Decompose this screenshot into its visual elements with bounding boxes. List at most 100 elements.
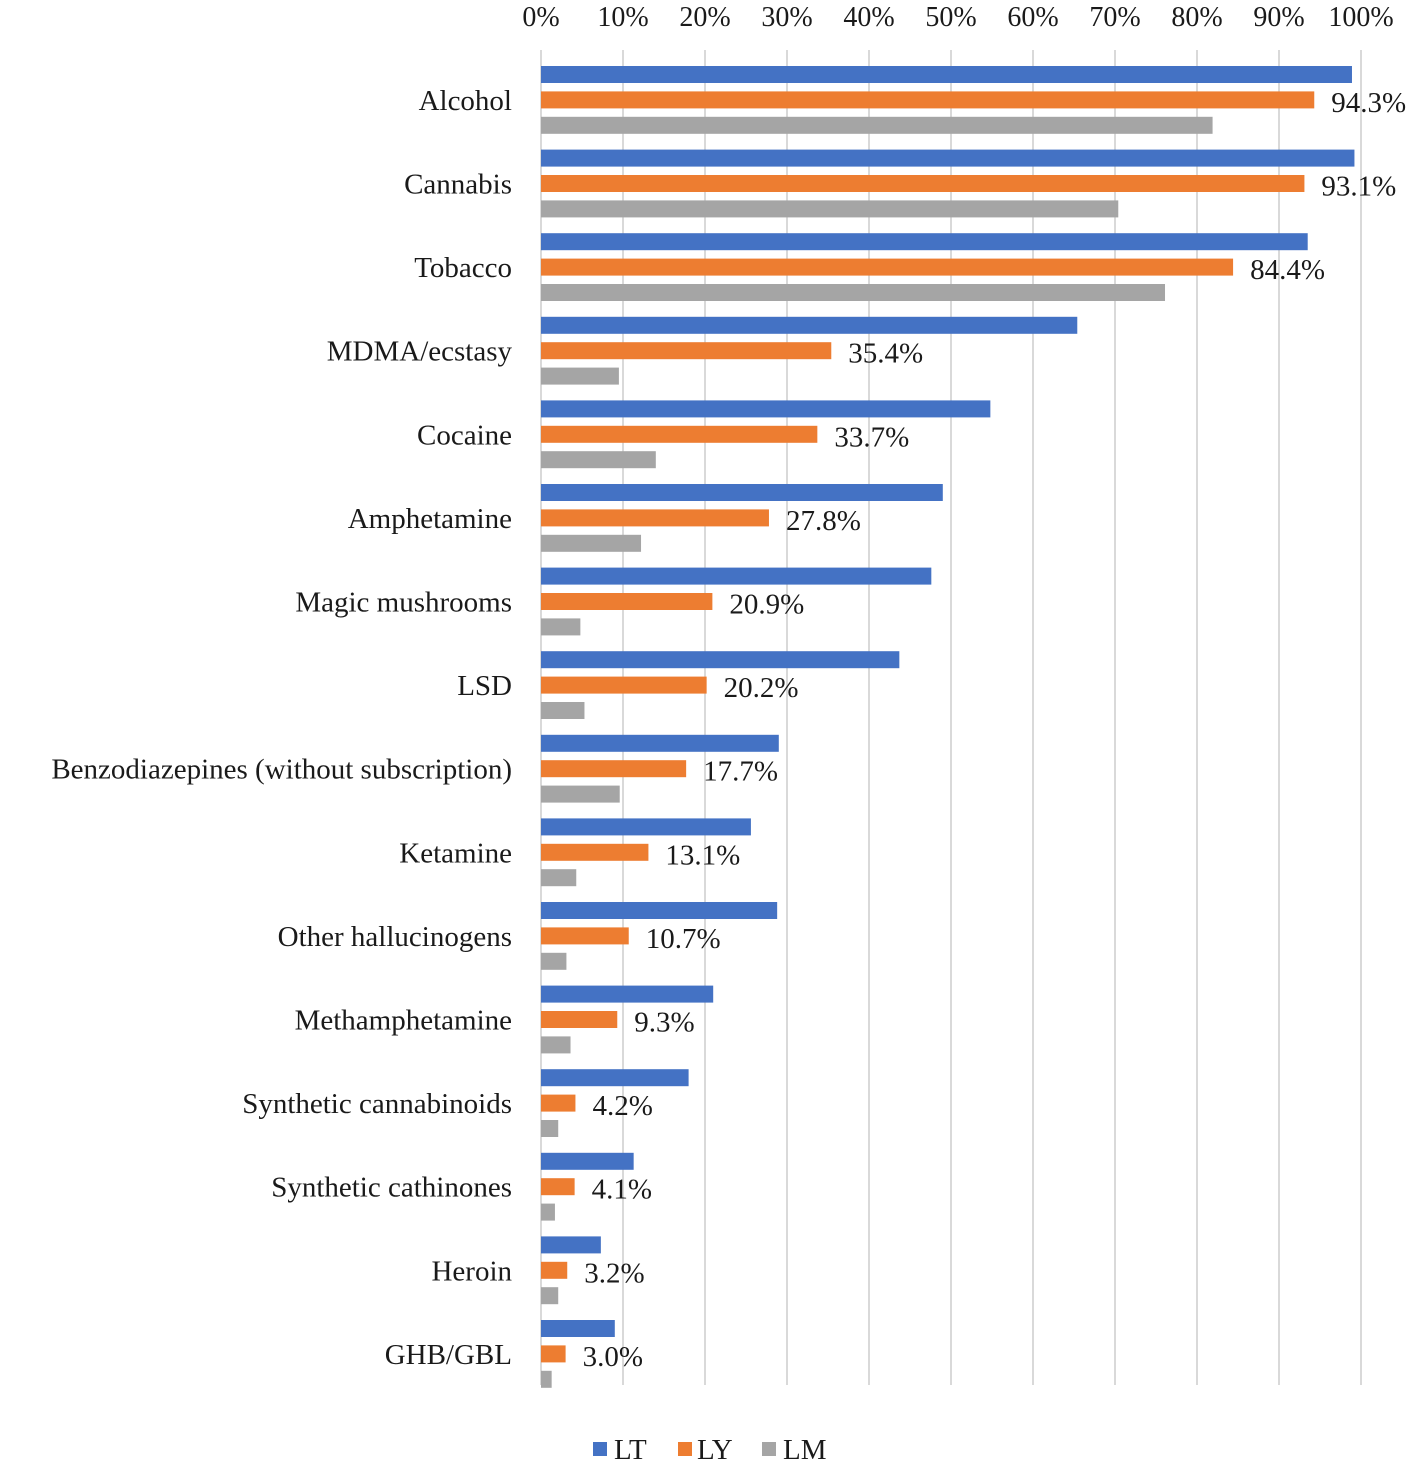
- bar-lt: [541, 484, 943, 501]
- bar-lm: [541, 451, 656, 469]
- bar-lm: [541, 284, 1166, 301]
- data-label-ly: 94.3%: [1331, 87, 1406, 119]
- bar-lt: [541, 66, 1352, 83]
- data-label-ly: 27.8%: [786, 505, 861, 537]
- data-label-ly: 13.1%: [665, 839, 740, 871]
- category-label: Amphetamine: [348, 503, 512, 535]
- bar-lt: [541, 1320, 615, 1337]
- legend-label-lt: LT: [614, 1434, 647, 1462]
- bar-lt: [541, 985, 714, 1003]
- legend-swatch-lm: [762, 1442, 776, 1456]
- category-label: Synthetic cathinones: [271, 1172, 512, 1204]
- bar-lt: [541, 1152, 634, 1170]
- bar-lt: [541, 902, 778, 919]
- bar-ly: [541, 593, 713, 610]
- category-label: Alcohol: [419, 85, 512, 117]
- bar-ly: [541, 91, 1315, 109]
- x-tick-label: 70%: [1089, 2, 1140, 33]
- x-axis-tick-labels: 0% 10% 20% 30% 40% 50% 60% 70% 80% 90% 100%: [522, 2, 1393, 33]
- bar-lm: [541, 1287, 559, 1305]
- bar-ly: [541, 676, 707, 694]
- category-label: Other hallucinogens: [278, 921, 512, 953]
- bar-lm: [541, 952, 567, 970]
- x-tick-label: 100%: [1328, 2, 1393, 33]
- bars: [541, 66, 1355, 1388]
- category-label: MDMA/ecstasy: [327, 336, 513, 368]
- category-label: Synthetic cannabinoids: [242, 1088, 512, 1120]
- bar-lt: [541, 233, 1308, 251]
- category-label: GHB/GBL: [385, 1339, 512, 1371]
- bar-lm: [541, 116, 1213, 134]
- data-label-ly: 93.1%: [1321, 171, 1396, 203]
- bar-lm: [541, 1120, 559, 1137]
- bar-lm: [541, 869, 577, 887]
- category-label: Methamphetamine: [295, 1005, 512, 1037]
- gridlines: [540, 50, 1362, 1385]
- bar-ly: [541, 927, 629, 945]
- category-labels: Alcohol Cannabis Tobacco MDMA/ecstasy Cocain…: [51, 85, 512, 1371]
- bar-lt: [541, 651, 900, 669]
- bar-ly: [541, 1094, 576, 1112]
- category-label: Cannabis: [404, 169, 512, 201]
- bar-ly: [541, 258, 1234, 276]
- category-label: Magic mushrooms: [295, 587, 512, 619]
- x-tick-label: 30%: [761, 2, 812, 33]
- category-label: Ketamine: [399, 837, 512, 869]
- data-label-ly: 35.4%: [848, 338, 923, 370]
- bar-ly: [541, 1261, 568, 1279]
- data-label-ly: 3.2%: [584, 1257, 644, 1289]
- bar-ly: [541, 1011, 618, 1028]
- x-tick-label: 80%: [1171, 2, 1222, 33]
- x-tick-label: 0%: [522, 2, 559, 33]
- x-tick-label: 20%: [679, 2, 730, 33]
- legend: LT LY LM: [593, 1434, 827, 1462]
- legend-swatch-ly: [678, 1442, 692, 1456]
- bar-lm: [541, 367, 619, 385]
- bar-ly: [541, 509, 769, 527]
- category-label: Cocaine: [417, 419, 512, 451]
- bar-lt: [541, 316, 1078, 334]
- bar-lm: [541, 1203, 555, 1221]
- data-labels: 94.3% 93.1% 84.4% 35.4% 33.7% 27.8% 20.9% 20.2%…: [583, 87, 1407, 1373]
- data-label-ly: 4.1%: [592, 1174, 652, 1206]
- data-label-ly: 20.2%: [724, 672, 799, 704]
- data-label-ly: 4.2%: [592, 1090, 652, 1122]
- bar-lt: [541, 400, 991, 418]
- bar-ly: [541, 175, 1305, 192]
- bar-ly: [541, 1178, 575, 1196]
- bar-lm: [541, 1370, 552, 1388]
- data-label-ly: 9.3%: [634, 1007, 694, 1039]
- bar-lm: [541, 534, 642, 552]
- bar-lt: [541, 567, 932, 585]
- bar-lt: [541, 734, 779, 752]
- data-label-ly: 17.7%: [703, 756, 778, 788]
- bar-lm: [541, 618, 581, 636]
- data-label-ly: 3.0%: [583, 1341, 643, 1373]
- bar-lm: [541, 1036, 571, 1054]
- x-tick-label: 60%: [1007, 2, 1058, 33]
- bar-ly: [541, 843, 649, 861]
- category-label: Heroin: [431, 1255, 512, 1287]
- x-tick-label: 50%: [925, 2, 976, 33]
- data-label-ly: 10.7%: [646, 923, 721, 955]
- bar-ly: [541, 425, 818, 443]
- category-label: Tobacco: [414, 252, 512, 284]
- data-label-ly: 33.7%: [834, 421, 909, 453]
- x-tick-label: 90%: [1253, 2, 1304, 33]
- bar-ly: [541, 342, 832, 360]
- x-tick-label: 10%: [597, 2, 648, 33]
- bar-lm: [541, 702, 585, 719]
- legend-label-ly: LY: [697, 1434, 733, 1462]
- data-label-ly: 20.9%: [729, 589, 804, 621]
- bar-ly: [541, 1345, 566, 1363]
- bar-lt: [541, 149, 1355, 167]
- bar-ly: [541, 760, 687, 778]
- x-tick-label: 40%: [843, 2, 894, 33]
- category-label: LSD: [457, 670, 512, 702]
- bar-lt: [541, 1069, 689, 1087]
- legend-swatch-lt: [593, 1442, 607, 1456]
- bar-lm: [541, 200, 1119, 218]
- bar-lt: [541, 1236, 601, 1254]
- category-label: Benzodiazepines (without subscription): [51, 754, 512, 786]
